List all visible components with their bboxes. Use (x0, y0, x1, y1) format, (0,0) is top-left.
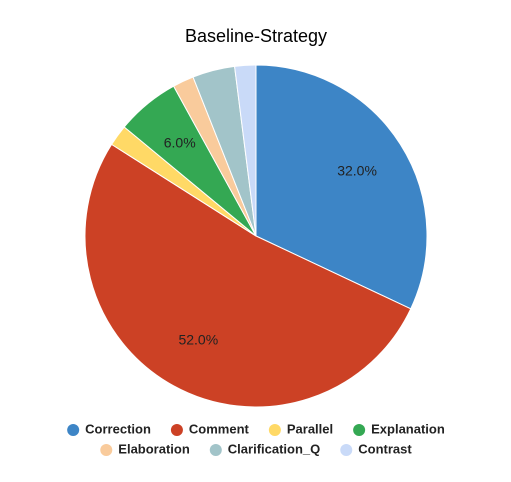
legend-marker (170, 424, 183, 436)
value-label: 52.0% (178, 332, 218, 348)
legend-label: Elaboration (118, 441, 190, 456)
value-label: 32.0% (337, 163, 377, 179)
chart-title: Baseline-Strategy (185, 26, 327, 46)
pie-slice (84, 143, 412, 408)
legend-label: Contrast (358, 441, 412, 456)
pie-slice (255, 64, 428, 310)
legend-label: Explanation (371, 421, 445, 436)
legend-marker (353, 424, 366, 436)
pie-slice (234, 64, 257, 237)
legend-label: Correction (85, 421, 151, 436)
legend-label: Clarification_Q (228, 441, 320, 456)
legend-marker (340, 444, 353, 456)
legend-label: Parallel (287, 421, 333, 436)
legend-marker (209, 444, 222, 456)
legend-marker (67, 424, 80, 436)
legend-marker (268, 424, 281, 436)
value-label: 6.0% (164, 134, 196, 150)
legend-marker (100, 444, 113, 456)
legend-label: Comment (189, 421, 250, 436)
